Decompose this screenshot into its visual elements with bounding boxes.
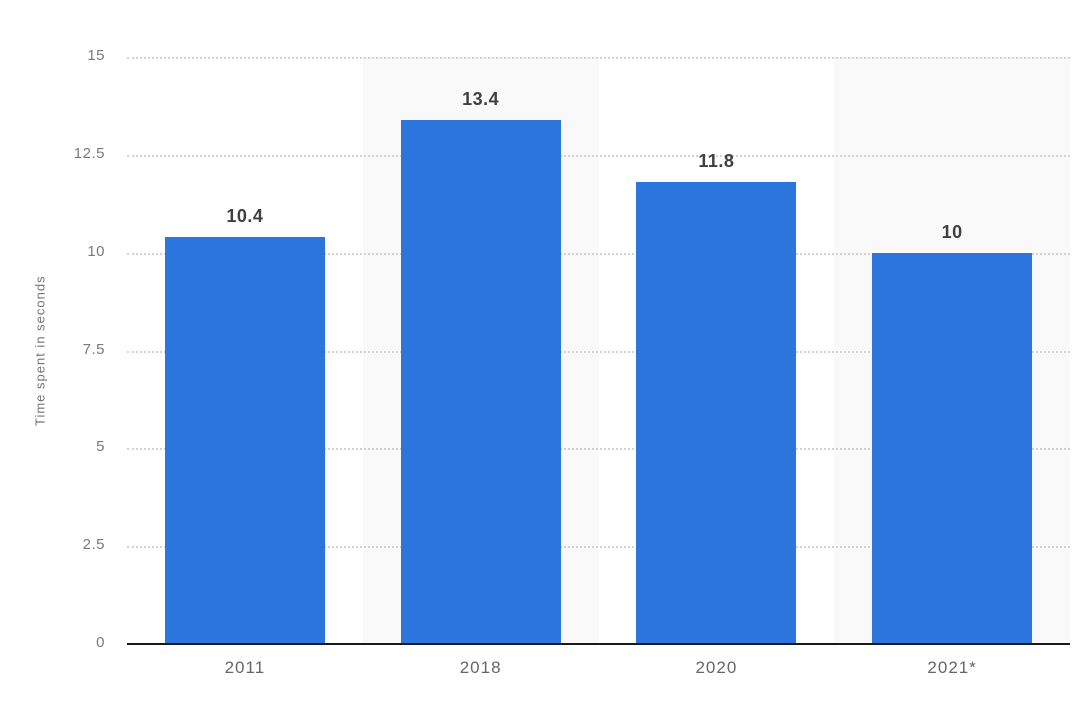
bar-value-label-2021*: 10 — [941, 221, 963, 242]
gridline-7.5 — [127, 350, 1070, 353]
y-tick-label-2.5: 2.5 — [82, 536, 105, 554]
y-tick-label-5: 5 — [96, 438, 105, 456]
x-tick-label-2021*: 2021* — [927, 658, 977, 677]
x-tick-label-2011: 2011 — [224, 658, 266, 677]
y-tick-label-12.5: 12.5 — [73, 144, 105, 162]
bar-value-label-2011: 10.4 — [226, 206, 264, 226]
bar-2018[interactable] — [400, 119, 561, 644]
x-axis-line — [127, 643, 1070, 645]
bar-value-label-2018: 13.4 — [462, 88, 500, 109]
x-tick-label-2020: 2020 — [695, 658, 738, 677]
bar-2020[interactable] — [636, 182, 797, 644]
gridline-12.5 — [127, 154, 1070, 157]
bar-2021*[interactable] — [872, 252, 1033, 644]
x-tick-label-2018: 2018 — [459, 658, 502, 677]
bar-value-label-2020: 11.8 — [698, 151, 735, 172]
bar-2011[interactable] — [164, 237, 325, 644]
gridline-10 — [127, 252, 1070, 255]
gridline-2.5 — [127, 546, 1070, 549]
y-tick-label-15: 15 — [87, 47, 105, 64]
plot-area: 10.4 13.4 11.8 10 — [127, 57, 1070, 644]
y-tick-label-0: 0 — [96, 634, 105, 651]
gridline-5 — [127, 448, 1070, 451]
y-tick-label-7.5: 7.5 — [82, 340, 105, 358]
gridline-15 — [127, 57, 1070, 59]
y-tick-label-10: 10 — [87, 242, 105, 260]
